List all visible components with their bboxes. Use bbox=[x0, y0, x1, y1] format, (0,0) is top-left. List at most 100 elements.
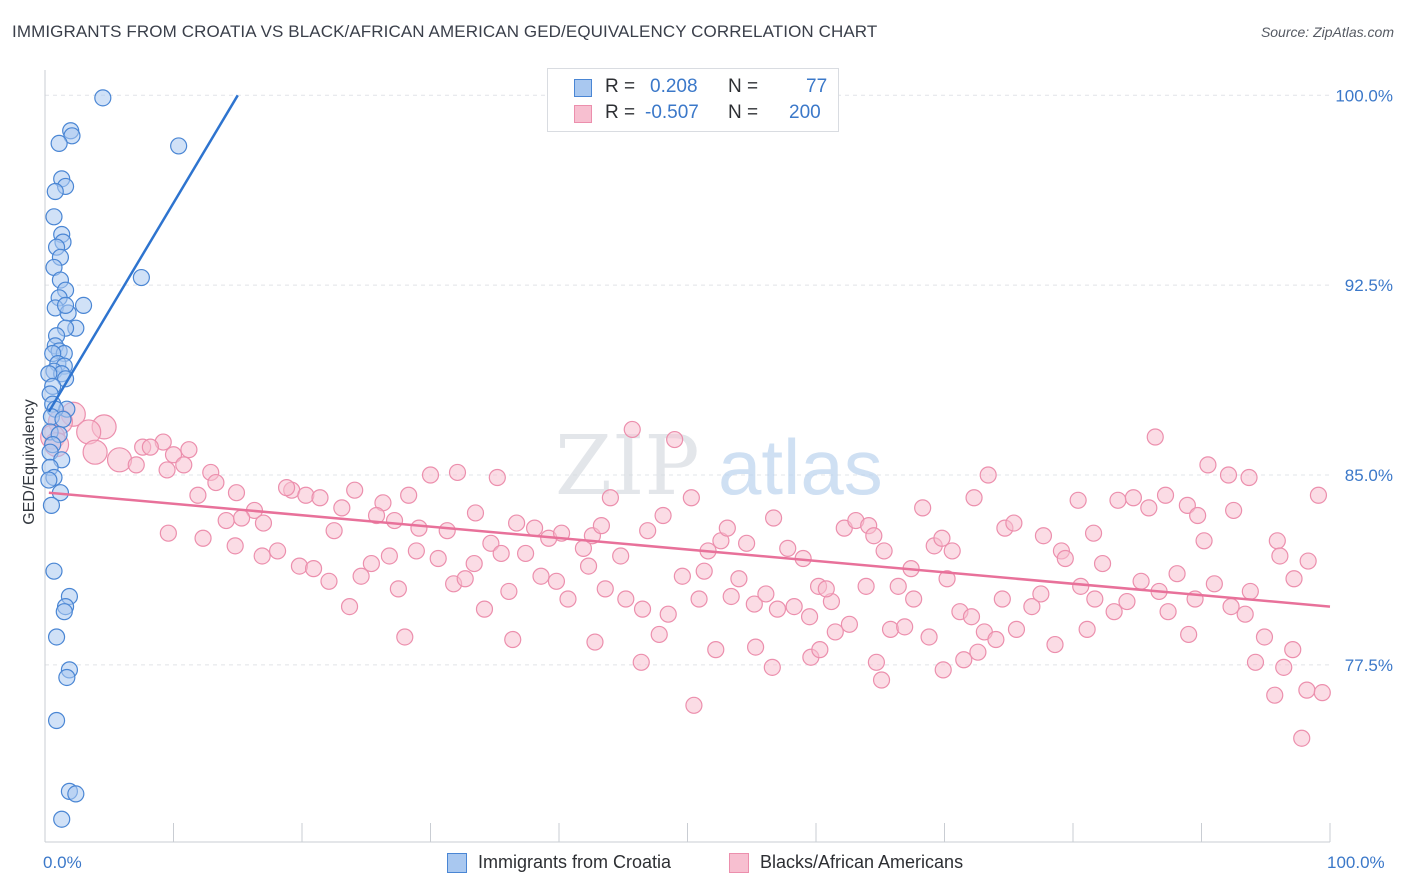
pink-point bbox=[654, 506, 672, 525]
pink-point bbox=[1168, 565, 1186, 583]
pink-point bbox=[180, 441, 198, 459]
pink-point bbox=[768, 600, 787, 618]
pink-point bbox=[1069, 491, 1087, 509]
pink-point bbox=[325, 522, 343, 540]
blue-point bbox=[45, 208, 63, 226]
pink-point bbox=[438, 522, 456, 540]
pink-point bbox=[840, 615, 859, 633]
legend-swatch-blue bbox=[574, 79, 592, 97]
blue-point bbox=[47, 711, 66, 730]
pink-point bbox=[311, 489, 329, 507]
pink-point bbox=[943, 542, 961, 560]
watermark-atlas: atlas bbox=[718, 423, 883, 511]
source-credit: Source: ZipAtlas.com bbox=[1260, 24, 1394, 40]
pink-point bbox=[920, 628, 938, 646]
pink-point bbox=[141, 438, 159, 456]
pink-point bbox=[763, 658, 781, 676]
pink-series-points bbox=[40, 401, 1331, 747]
pink-point bbox=[1246, 653, 1265, 671]
pink-point bbox=[253, 547, 271, 565]
pink-point bbox=[1023, 598, 1041, 616]
blue-point bbox=[50, 134, 68, 153]
pink-point bbox=[800, 608, 819, 626]
blue-point bbox=[132, 268, 150, 287]
pink-point bbox=[367, 506, 386, 525]
pink-point bbox=[1132, 572, 1150, 590]
pink-point bbox=[690, 590, 708, 608]
pink-point bbox=[1255, 628, 1274, 646]
pink-point bbox=[352, 567, 370, 585]
pink-point bbox=[254, 514, 273, 532]
blue-point bbox=[58, 668, 76, 687]
y-tick-label: 85.0% bbox=[1345, 466, 1393, 485]
pink-point bbox=[1222, 598, 1240, 616]
pink-point bbox=[1284, 641, 1302, 659]
pink-point bbox=[586, 633, 604, 651]
pink-point bbox=[867, 653, 885, 671]
correlation-legend: R = 0.208 N = 77 R = -0.507 N = 200 bbox=[547, 68, 839, 132]
pink-point bbox=[421, 466, 440, 484]
pink-point bbox=[914, 499, 932, 517]
pink-point bbox=[969, 643, 987, 661]
pink-point bbox=[1298, 681, 1316, 699]
pink-point bbox=[482, 534, 500, 552]
pink-point bbox=[207, 473, 225, 492]
pink-point bbox=[500, 582, 518, 601]
bottom-legend-label: Immigrants from Croatia bbox=[478, 852, 672, 872]
pink-point bbox=[1309, 486, 1328, 504]
legend-n-label: N = bbox=[728, 102, 759, 123]
pink-point bbox=[297, 486, 315, 504]
pink-point bbox=[757, 585, 775, 603]
pink-point bbox=[1189, 506, 1207, 525]
y-tick-labels: 77.5% 85.0% 92.5% 100.0% bbox=[1335, 86, 1393, 675]
pink-point bbox=[682, 489, 700, 507]
pink-point bbox=[1072, 577, 1090, 595]
pink-point bbox=[448, 463, 467, 482]
pink-point bbox=[268, 542, 287, 560]
pink-point bbox=[685, 696, 703, 714]
pink-point bbox=[1118, 592, 1136, 611]
pink-point bbox=[226, 537, 244, 555]
pink-point bbox=[82, 439, 108, 465]
pink-point bbox=[747, 638, 765, 656]
pink-point bbox=[707, 641, 725, 659]
pink-point bbox=[738, 534, 756, 552]
pink-point bbox=[1178, 496, 1196, 514]
legend-r-value: -0.507 bbox=[645, 102, 699, 123]
pink-point bbox=[632, 653, 650, 671]
legend-r-value: 0.208 bbox=[650, 76, 698, 97]
pink-point bbox=[1241, 582, 1259, 601]
pink-point bbox=[933, 529, 951, 547]
pink-point bbox=[559, 590, 577, 608]
blue-trend-line bbox=[47, 94, 239, 413]
pink-point bbox=[1146, 428, 1164, 446]
legend-n-label: N = bbox=[728, 76, 759, 97]
blue-point bbox=[40, 471, 58, 489]
pink-point bbox=[1219, 466, 1238, 484]
pink-point bbox=[1159, 603, 1177, 621]
blue-point bbox=[46, 182, 64, 201]
pink-point bbox=[127, 456, 145, 474]
blue-point bbox=[53, 810, 71, 828]
pink-point bbox=[380, 547, 398, 565]
pink-point bbox=[346, 481, 364, 499]
pink-point bbox=[817, 580, 835, 598]
pink-point bbox=[987, 630, 1005, 649]
pink-point bbox=[400, 486, 418, 504]
pink-point bbox=[785, 598, 803, 616]
pink-point bbox=[492, 544, 510, 563]
pink-point bbox=[333, 499, 351, 517]
pink-trend-line bbox=[48, 491, 1331, 608]
blue-point bbox=[54, 410, 72, 428]
pink-point bbox=[881, 620, 900, 638]
pink-point bbox=[612, 547, 630, 565]
pink-point bbox=[233, 509, 251, 527]
pink-point bbox=[1285, 570, 1303, 588]
pink-point bbox=[465, 554, 483, 573]
pink-point bbox=[1299, 552, 1317, 570]
pink-point bbox=[826, 623, 844, 641]
pink-point bbox=[875, 542, 893, 560]
x-tick-label-max: 100.0% bbox=[1327, 853, 1385, 872]
pink-point bbox=[466, 504, 485, 522]
